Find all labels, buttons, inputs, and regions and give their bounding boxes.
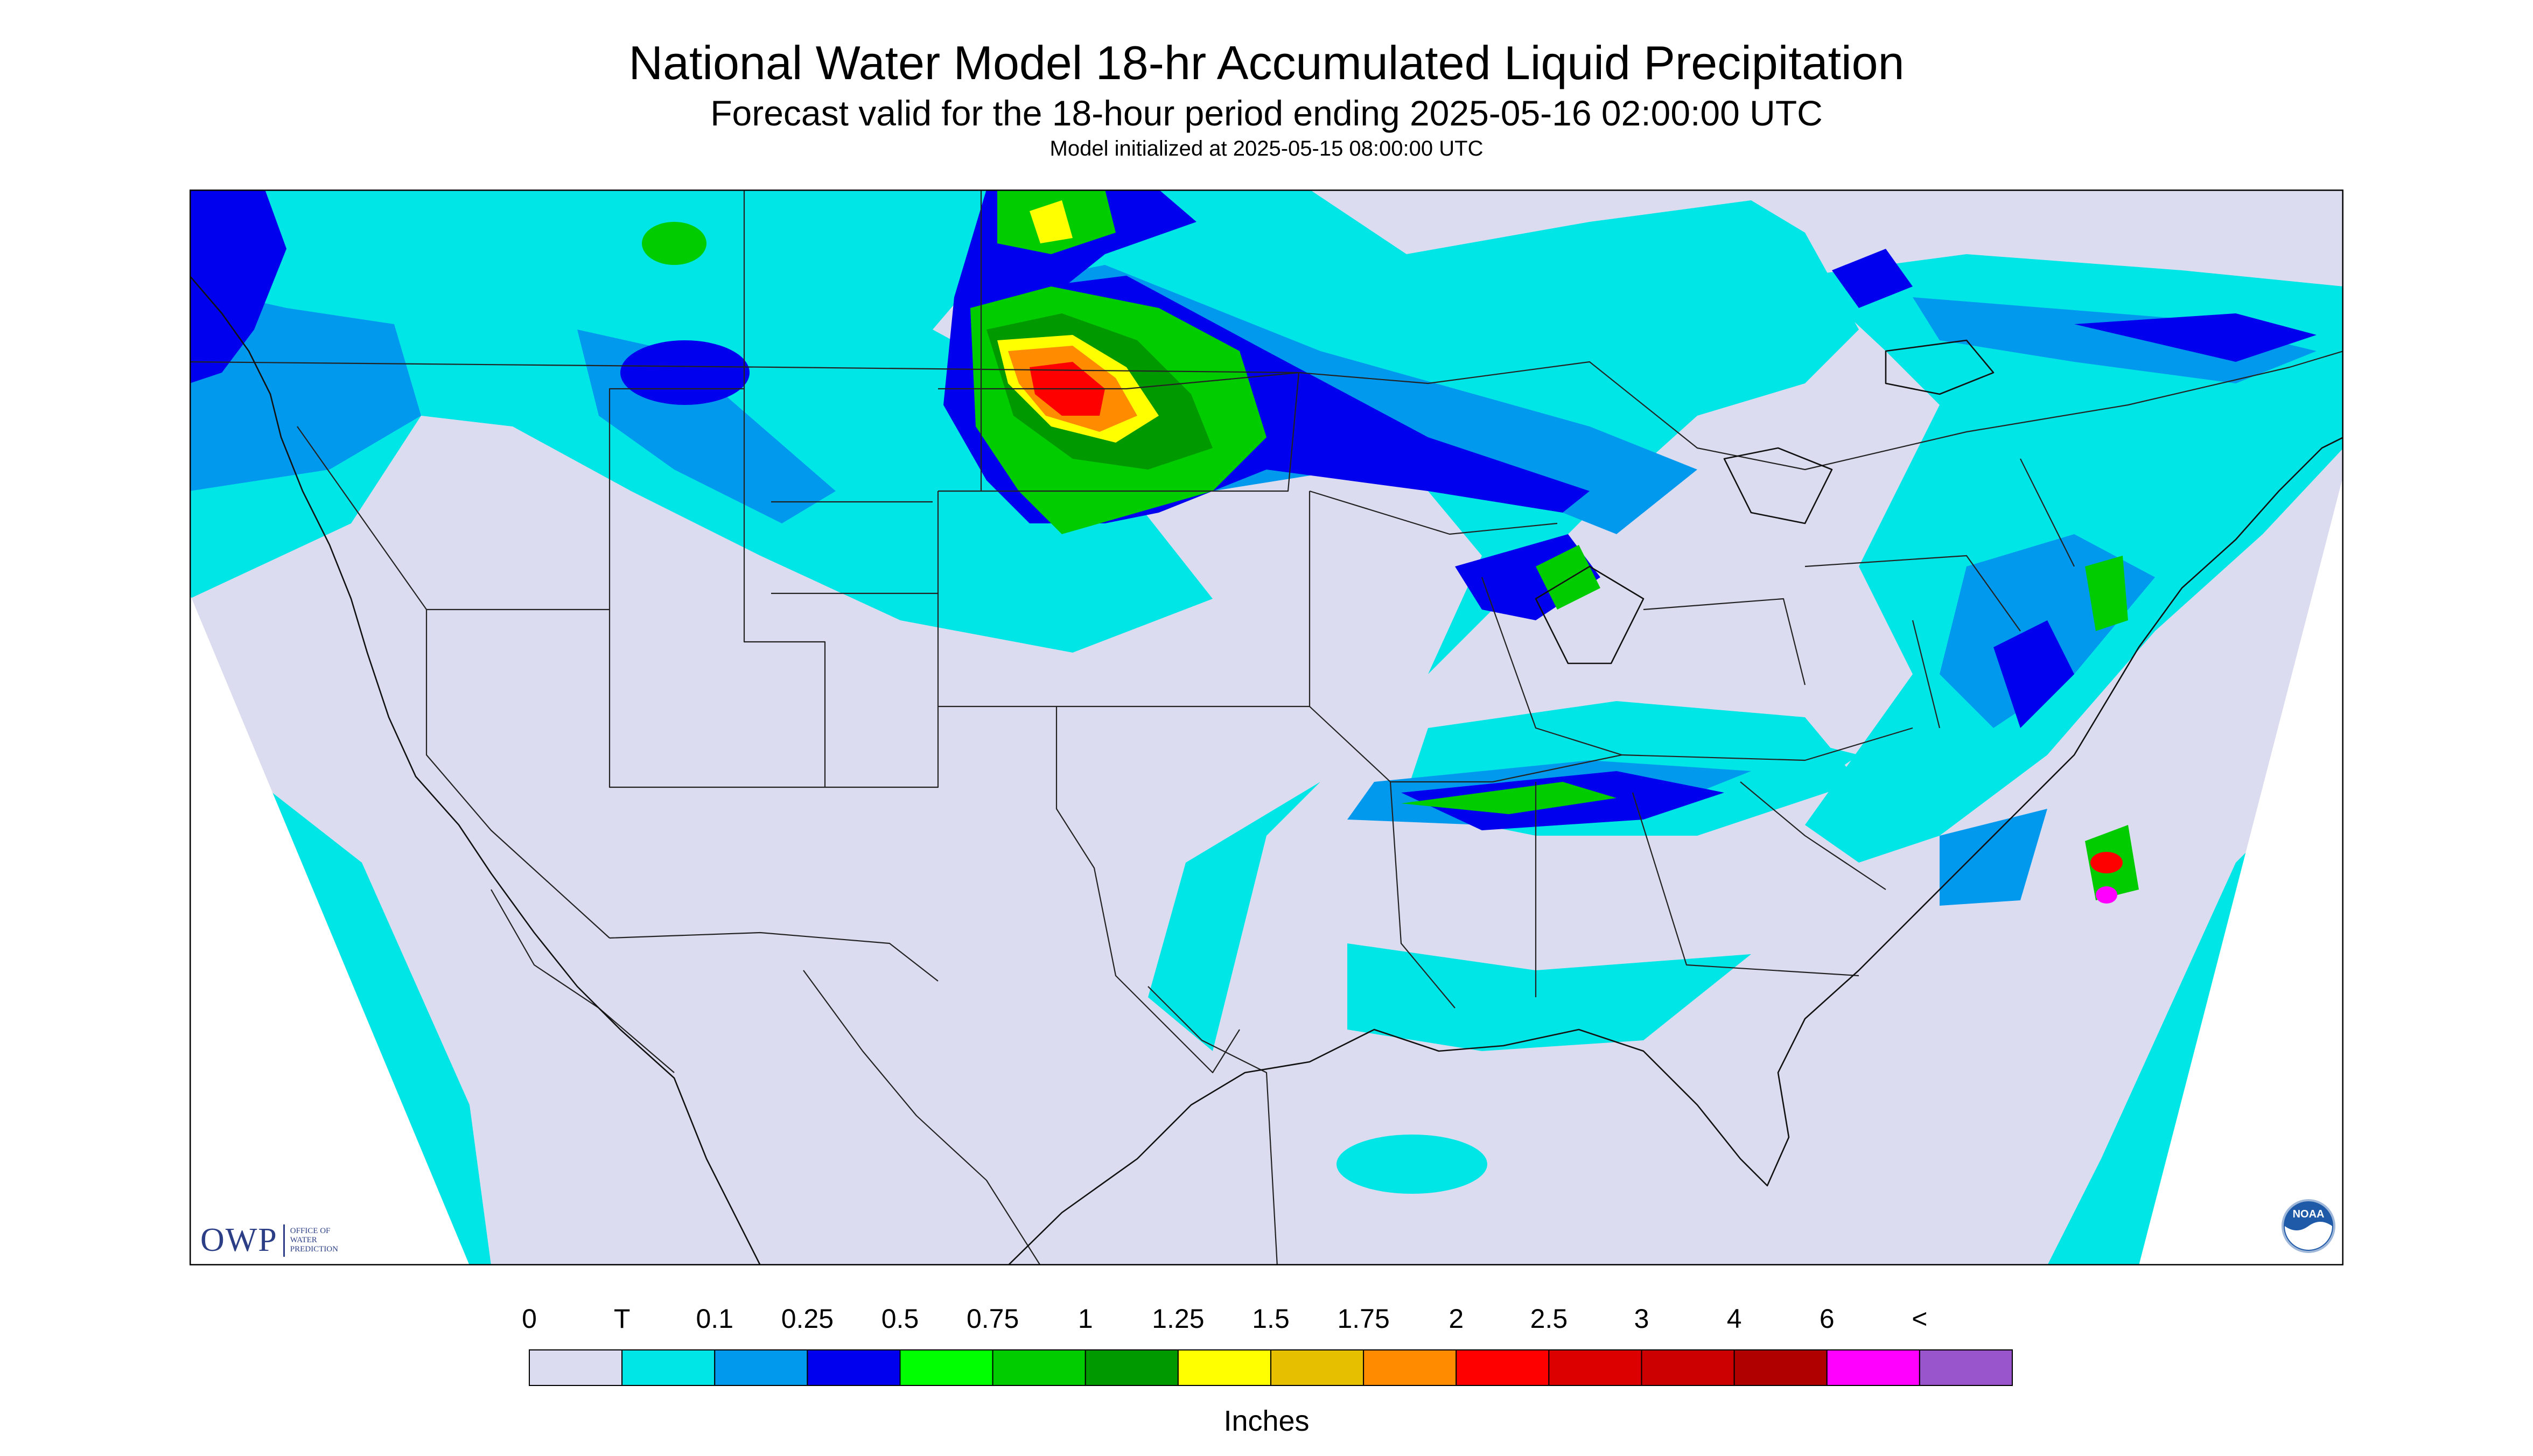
map-subtitle: Forecast valid for the 18-hour period en… [710, 93, 1823, 133]
legend-label: 1 [1077, 1304, 1093, 1334]
legend-colorbar [529, 1349, 2013, 1386]
legend-label: T [613, 1304, 631, 1334]
precipitation-map: NOAA [190, 190, 2343, 1265]
map-title: National Water Model 18-hr Accumulated L… [628, 36, 1905, 89]
domain-mask [190, 475, 2343, 1265]
init-time: Model initialized at 2025-05-15 08:00:00… [1049, 137, 1484, 160]
legend-swatch [1641, 1349, 1735, 1386]
legend-swatch [714, 1349, 808, 1386]
precip-magenta-layer [2096, 886, 2117, 904]
legend-label: 0.1 [696, 1304, 734, 1334]
legend-swatch [807, 1349, 901, 1386]
noaa-logo-text: NOAA [2293, 1208, 2325, 1220]
legend-label: 0.25 [781, 1304, 834, 1334]
legend-label: 0.5 [881, 1304, 919, 1334]
legend-swatch [1548, 1349, 1642, 1386]
owp-logo-text: OFFICE OF WATER PREDICTION [290, 1227, 371, 1254]
legend-label: 1.25 [1152, 1304, 1205, 1334]
state-boundaries [190, 190, 2343, 1265]
legend-label: < [1912, 1304, 1928, 1334]
legend-swatch [899, 1349, 993, 1386]
noaa-logo: NOAA [2282, 1199, 2335, 1253]
legend-label: 2.5 [1530, 1304, 1568, 1334]
owp-logo-line: OFFICE OF [290, 1227, 331, 1235]
legend-label: 4 [1726, 1304, 1742, 1334]
legend-swatch [1270, 1349, 1365, 1386]
legend-label: 1.75 [1337, 1304, 1390, 1334]
owp-logo-line: PREDICTION [290, 1245, 338, 1254]
legend-swatch [1919, 1349, 2013, 1386]
legend-label: 6 [1819, 1304, 1835, 1334]
legend-swatch [1733, 1349, 1828, 1386]
owp-logo: OWP OFFICE OF WATER PREDICTION [200, 1221, 371, 1259]
legend-swatch [1177, 1349, 1271, 1386]
owp-logo-divider [283, 1224, 285, 1257]
legend-swatch [529, 1349, 623, 1386]
legend-swatch [992, 1349, 1086, 1386]
legend-label: 0 [522, 1304, 537, 1334]
legend-swatch [1826, 1349, 1920, 1386]
legend-label: 0.75 [966, 1304, 1019, 1334]
legend-label: 1.5 [1252, 1304, 1290, 1334]
coastlines [190, 275, 2343, 1265]
legend-swatch [621, 1349, 716, 1386]
map-frame [190, 190, 2343, 1265]
legend-label: 3 [1634, 1304, 1649, 1334]
legend-swatch [1084, 1349, 1179, 1386]
owp-logo-line: WATER [290, 1236, 317, 1244]
legend-swatch [1363, 1349, 1457, 1386]
legend-units: Inches [1223, 1405, 1310, 1437]
owp-logo-mark: OWP [200, 1222, 278, 1258]
legend-label: 2 [1449, 1304, 1464, 1334]
legend-swatch [1456, 1349, 1550, 1386]
